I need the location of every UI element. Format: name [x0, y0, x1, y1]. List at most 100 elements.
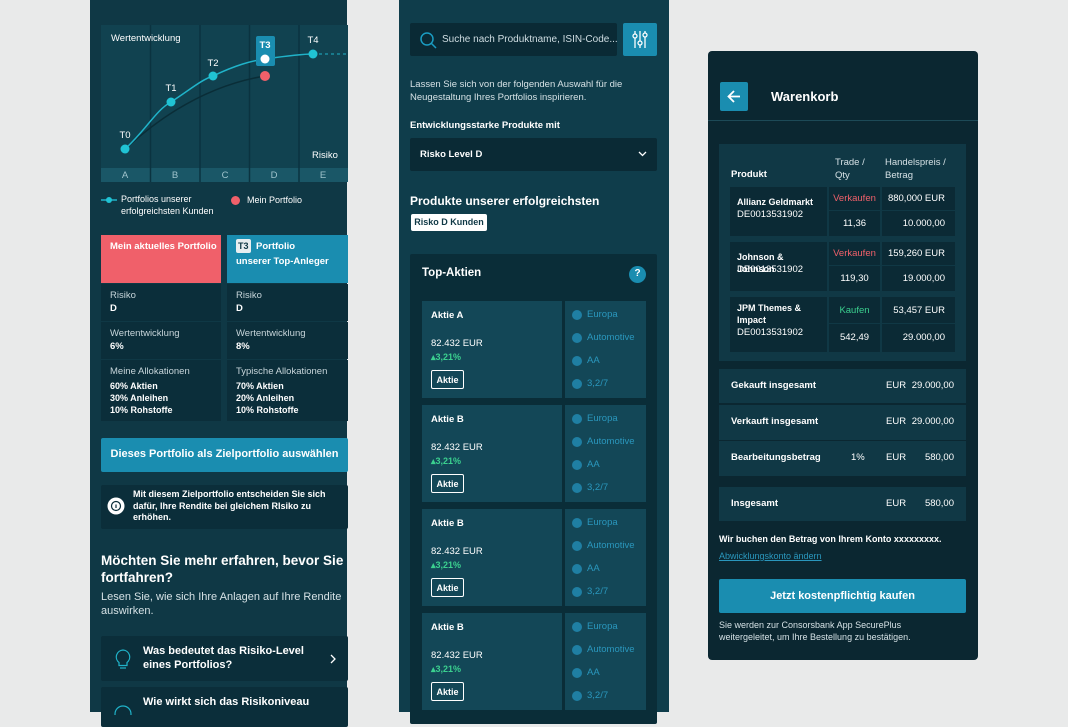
attr-icon: [572, 414, 582, 424]
amount: 19.000,00: [902, 272, 945, 284]
point-label: T0: [119, 130, 131, 141]
stock-tag: [431, 370, 464, 389]
allocation: 30% Anleihen: [110, 393, 169, 403]
faq-item[interactable]: [101, 636, 348, 681]
x-tick-label: B: [171, 170, 179, 181]
point-label: T3: [259, 40, 271, 51]
trade-action: Verkaufen: [833, 193, 876, 204]
stock-tag-label: Aktie: [436, 583, 459, 593]
x-tick-label: A: [121, 170, 129, 181]
card-title: unserer Top-Anleger: [236, 256, 329, 267]
allocation: 20% Anleihen: [236, 393, 295, 403]
page: {"screen1":{ "chart":{"title":"Wertentwi…: [90, 0, 978, 727]
row-label: Risiko: [110, 290, 136, 301]
amount-cell: [882, 324, 955, 352]
divider: [708, 120, 978, 121]
qty: 11,36: [842, 217, 867, 229]
total-currency: EUR: [886, 498, 907, 509]
legend-dot: [231, 196, 240, 205]
back-icon: [727, 90, 740, 103]
stock-price: 82.432 EUR: [431, 650, 483, 661]
amount-cell: [882, 266, 955, 291]
point-label: T2: [207, 58, 219, 69]
stock-tag: [431, 578, 464, 597]
summary-rate: 1%: [851, 452, 865, 463]
total-label: Insgesamt: [731, 498, 778, 509]
panel-title: Top-Aktien: [422, 267, 482, 279]
help-icon[interactable]: [629, 266, 646, 283]
x-tick-label: E: [319, 170, 327, 181]
card-cell: [227, 322, 348, 359]
info-icon: [107, 497, 125, 515]
search-placeholder[interactable]: Suche nach Produktname, ISIN-Code...: [442, 34, 618, 45]
stock-tag-label: Aktie: [436, 375, 459, 385]
stock-name: Aktie B: [431, 622, 464, 633]
button-label[interactable]: Dieses Portfolio als Zielportfolio auswä…: [110, 448, 339, 460]
intro-text: Lassen Sie sich von der folgenden Auswah…: [410, 79, 623, 103]
chip-label: Risko D Kunden: [414, 217, 484, 227]
product-name: Allianz Geldmarkt: [737, 197, 814, 207]
row-label: Typische Allokationen: [236, 366, 328, 377]
point-label: T4: [307, 35, 319, 46]
search-box[interactable]: [410, 23, 617, 56]
chart: [101, 25, 348, 182]
stock-attribute: Automotive: [587, 540, 635, 551]
row-value: 6%: [110, 341, 124, 352]
card-cell: [101, 284, 221, 321]
attr-icon: [572, 691, 582, 701]
axis-strip: [101, 168, 348, 182]
price: 880,000 EUR: [887, 193, 945, 204]
summary-label: Verkauft insgesamt: [731, 416, 819, 427]
chevron: [330, 654, 336, 664]
attr-icon: [572, 564, 582, 574]
attr-icon: [572, 587, 582, 597]
card-title: Mein aktuelles Portfolio: [110, 241, 217, 252]
summary-row: [719, 405, 966, 440]
summary-currency: EUR: [886, 416, 907, 427]
total-amount: 580,00: [924, 498, 954, 509]
total-row: [719, 487, 966, 521]
card-title: Portfolio: [256, 241, 296, 252]
chart-bg: [101, 25, 348, 182]
stock-name: Aktie B: [431, 414, 464, 425]
amount: 29.000,00: [902, 332, 945, 343]
allocation: 70% Aktien: [236, 381, 284, 391]
faq-question[interactable]: Was bedeutet das Risiko-Level eines Port…: [143, 645, 304, 671]
stock-attribute: AA: [587, 563, 600, 574]
stock-attribute: 3,2/7: [587, 690, 609, 701]
button-label[interactable]: Jetzt kostenpflichtig kaufen: [770, 590, 915, 602]
stock-tag-label: Aktie: [436, 479, 459, 489]
stock-price: 82.432 EUR: [431, 338, 483, 349]
stock-attribute: Europa: [587, 413, 618, 424]
body: (() => { const data = JSON.parse(documen…: [90, 0, 978, 727]
allocation: 10% Rohstoffe: [236, 405, 299, 415]
attr-icon: [572, 668, 582, 678]
account-link[interactable]: Abwicklungskonto ändern: [719, 551, 822, 561]
column-header: Produkt: [731, 169, 767, 180]
card-cell: [227, 360, 348, 421]
summary-currency: EUR: [886, 452, 907, 463]
faq-question[interactable]: Wie wirkt sich das Risikoniveau: [143, 696, 310, 708]
chip: [411, 214, 487, 231]
points: [120, 49, 318, 154]
price-cell: [882, 187, 955, 210]
stock-tag: [431, 682, 464, 701]
attr-icon: [572, 356, 582, 366]
stock-card: [422, 301, 562, 398]
stock-change: ▴3,21%: [431, 352, 462, 362]
summary-amount: 580,00: [924, 452, 954, 463]
help-label[interactable]: ?: [634, 268, 641, 279]
screen-title: Warenkorb: [771, 89, 839, 104]
stock-attribute: Automotive: [587, 644, 635, 655]
bulb-icon: [115, 649, 131, 669]
attr-icon: [572, 437, 582, 447]
row-label: Wertentwicklung: [236, 328, 306, 339]
column-lines: [149, 25, 300, 182]
card-header: [101, 235, 221, 283]
buy-button[interactable]: [719, 579, 966, 613]
footer-text: Sie werden zur Consorsbank App SecurePlu…: [719, 620, 911, 642]
select-box[interactable]: [410, 138, 657, 171]
select-button[interactable]: [101, 438, 348, 472]
select-value[interactable]: Risko Level D: [420, 149, 483, 160]
stock-change: ▴3,21%: [431, 560, 462, 570]
